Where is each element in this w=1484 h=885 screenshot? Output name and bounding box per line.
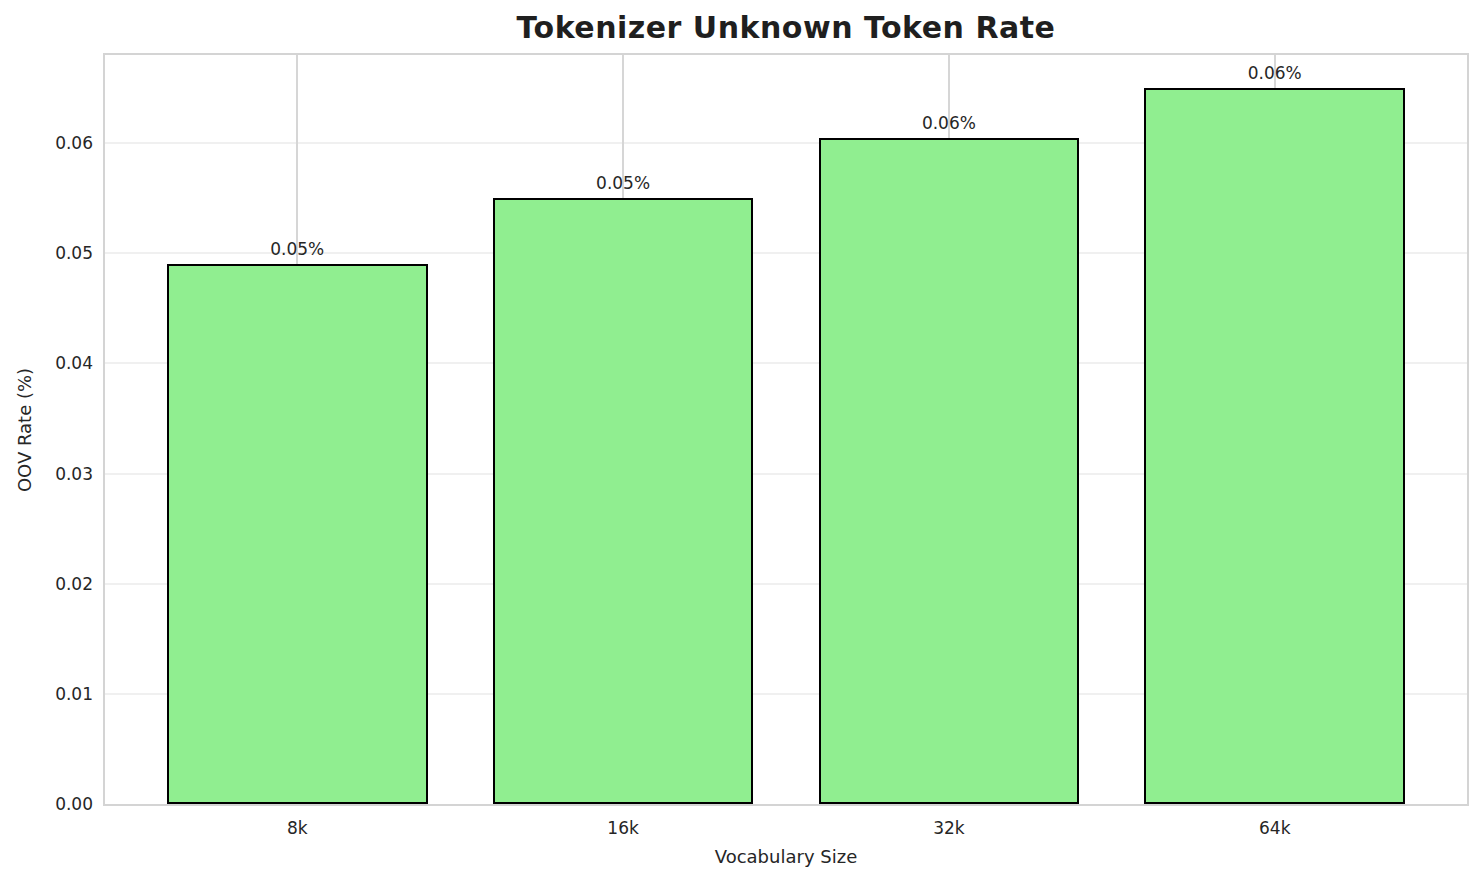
plot-area — [103, 53, 1469, 806]
bar-value-label: 0.06% — [879, 111, 1019, 135]
y-tick-label: 0.06 — [0, 131, 93, 155]
x-tick-label-8k: 8k — [227, 816, 367, 840]
bar-64k — [1144, 88, 1405, 804]
bar-8k — [167, 264, 428, 804]
bar-value-label: 0.06% — [1205, 61, 1345, 85]
y-tick-label: 0.03 — [0, 462, 93, 486]
chart-title: Tokenizer Unknown Token Rate — [103, 10, 1469, 45]
y-tick-label: 0.01 — [0, 682, 93, 706]
bar-32k — [819, 138, 1080, 804]
bar-value-label: 0.05% — [227, 237, 367, 261]
x-axis-label: Vocabulary Size — [103, 846, 1469, 867]
x-tick-label-64k: 64k — [1205, 816, 1345, 840]
bar-value-label: 0.05% — [553, 171, 693, 195]
y-tick-label: 0.00 — [0, 792, 93, 816]
x-tick-label-16k: 16k — [553, 816, 693, 840]
y-tick-label: 0.04 — [0, 351, 93, 375]
y-tick-label: 0.02 — [0, 572, 93, 596]
bar-16k — [493, 198, 754, 804]
bar-chart-figure: Tokenizer Unknown Token Rate OOV Rate (%… — [0, 0, 1484, 885]
x-tick-label-32k: 32k — [879, 816, 1019, 840]
y-tick-label: 0.05 — [0, 241, 93, 265]
